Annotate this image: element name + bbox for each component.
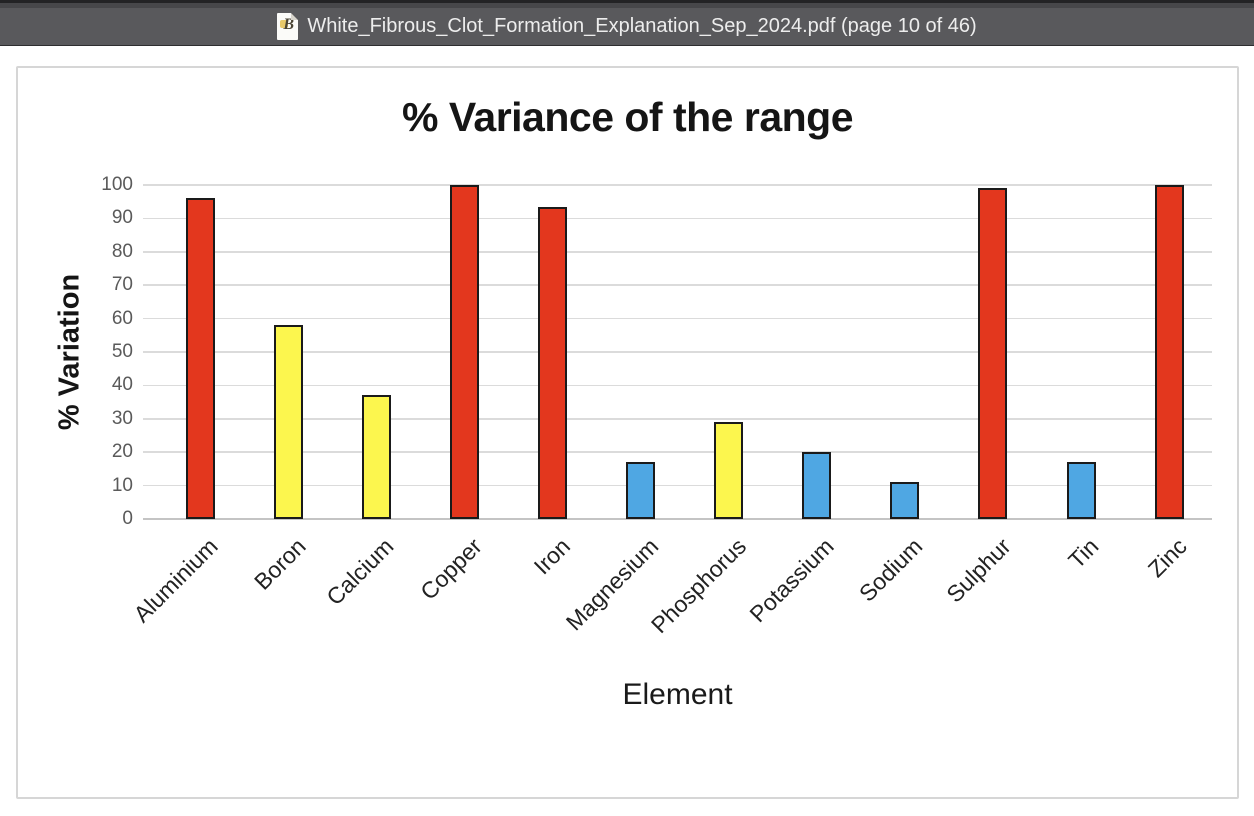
y-tick-label-10: 10 xyxy=(111,474,133,496)
bar-boron xyxy=(273,325,303,519)
y-tick-label-60: 60 xyxy=(111,307,133,329)
pdf-icon-decoration xyxy=(280,20,289,28)
bar-potassium xyxy=(802,452,832,519)
gridline-60 xyxy=(143,317,1212,320)
plot-area xyxy=(143,184,1212,520)
pdf-page-panel: % Variance of the range % Variation 0 10 2… xyxy=(16,66,1239,799)
y-tick-label-90: 90 xyxy=(111,207,133,229)
gridline-80 xyxy=(143,251,1212,253)
bar-iron xyxy=(537,206,567,519)
window-title: White_Fibrous_Clot_Formation_Explanation… xyxy=(307,15,977,37)
chart-title: % Variance of the range xyxy=(401,94,854,140)
y-tick-label-20: 20 xyxy=(111,441,133,463)
y-tick-label-40: 40 xyxy=(111,374,133,396)
y-tick-label-100: 100 xyxy=(101,174,133,195)
window-title-bar[interactable]: B White_Fibrous_Clot_Formation_Explanati… xyxy=(0,8,1254,46)
window-top-strip xyxy=(0,3,1254,8)
y-tick-label-50: 50 xyxy=(111,341,133,362)
bar-magnesium xyxy=(626,462,655,519)
bar-zinc xyxy=(1154,185,1184,519)
gridline-10 xyxy=(143,484,1212,487)
x-tick-label-sulphur: Sulphur xyxy=(940,533,1016,608)
y-tick-label-80: 80 xyxy=(111,240,133,262)
x-tick-label-sodium: Sodium xyxy=(853,533,928,607)
x-tick-label-tin: Tin xyxy=(1063,533,1104,574)
gridline-90 xyxy=(143,217,1212,220)
x-tick-label-iron: Iron xyxy=(528,533,575,580)
pdf-icon-glyph: B xyxy=(283,16,294,33)
pdf-document-icon: B xyxy=(277,13,299,40)
gridline-100 xyxy=(143,184,1212,186)
y-tick-label-0: 0 xyxy=(122,508,133,529)
bar-copper xyxy=(449,185,479,519)
x-tick-label-aluminium: Aluminium xyxy=(128,533,223,628)
gridline-40 xyxy=(143,384,1212,387)
gridline-20 xyxy=(143,451,1212,453)
gridline-50 xyxy=(143,351,1212,353)
gridline-30 xyxy=(143,418,1212,420)
x-tick-label-potassium: Potassium xyxy=(744,533,840,628)
x-tick-label-boron: Boron xyxy=(248,533,311,595)
x-tick-label-zinc: Zinc xyxy=(1142,533,1192,583)
bar-calcium xyxy=(361,395,391,519)
y-tick-label-30: 30 xyxy=(111,407,133,429)
x-tick-label-copper: Copper xyxy=(414,533,487,605)
gridline-0 xyxy=(143,518,1212,520)
bar-sodium xyxy=(890,482,920,519)
x-tick-label-calcium: Calcium xyxy=(321,533,399,611)
gridline-70 xyxy=(143,284,1212,286)
bar-aluminium xyxy=(185,198,215,519)
bar-tin xyxy=(1066,462,1096,519)
x-axis-title: Element xyxy=(622,678,733,711)
y-tick-label-70: 70 xyxy=(111,274,133,296)
top-edge-strip xyxy=(0,0,1254,3)
bar-sulphur xyxy=(978,188,1008,519)
page-fold-icon xyxy=(291,13,299,20)
bar-phosphorus xyxy=(714,422,744,519)
